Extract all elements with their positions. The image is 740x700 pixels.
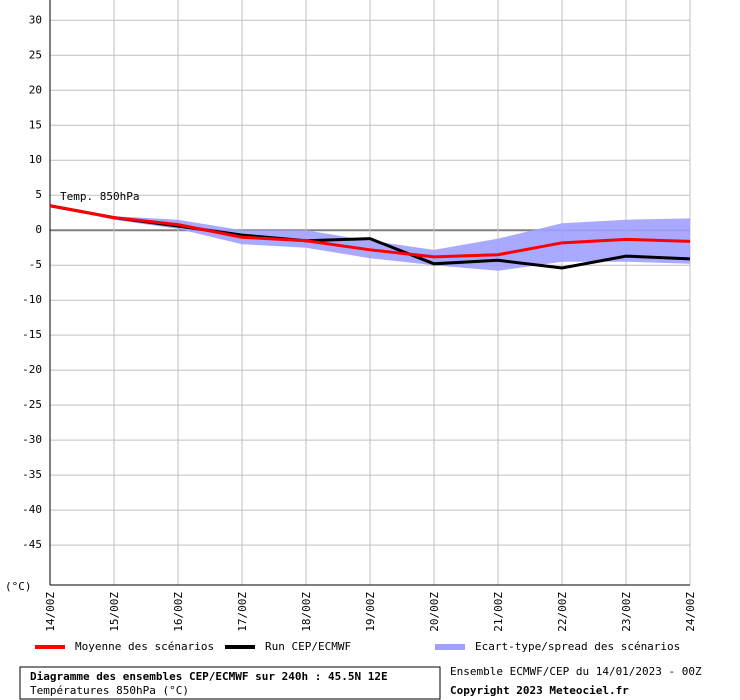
marks [49, 204, 691, 271]
footer-subtitle: Températures 850hPa (°C) [30, 684, 189, 697]
y-tick-label: 25 [29, 48, 42, 61]
y-unit: (°C) [5, 580, 32, 593]
y-tick-label: -40 [22, 503, 42, 516]
x-tick-label: 17/00Z [236, 592, 249, 632]
legend-label: Moyenne des scénarios [75, 640, 214, 653]
footer-box [19, 666, 441, 700]
series-line [49, 204, 691, 259]
legend-label: Ecart-type/spread des scénarios [475, 640, 680, 653]
y-tick-label: -35 [22, 468, 42, 481]
y-tick-label: 0 [35, 223, 42, 236]
grid [49, 0, 691, 586]
y-tick-label: 20 [29, 83, 42, 96]
footer-title: Diagramme des ensembles CEP/ECMWF sur 24… [30, 670, 388, 683]
x-tick-label: 23/00Z [620, 592, 633, 632]
y-tick-label: 15 [29, 118, 42, 131]
annotation: Temp. 850hPa [60, 190, 139, 203]
y-tick-label: -25 [22, 398, 42, 411]
y-tick-label: -15 [22, 328, 42, 341]
x-tick-label: 22/00Z [556, 592, 569, 632]
x-tick-label: 18/00Z [300, 592, 313, 632]
y-tick-label: 30 [29, 13, 42, 26]
y-tick-label: -5 [29, 258, 42, 271]
y-tick-label: -10 [22, 293, 42, 306]
x-tick-label: 15/00Z [108, 592, 121, 632]
y-tick-label: 5 [35, 188, 42, 201]
footer-run: Ensemble ECMWF/CEP du 14/01/2023 - 00Z [450, 665, 702, 678]
legend-label: Run CEP/ECMWF [265, 640, 351, 653]
y-tick-label: -30 [22, 433, 42, 446]
x-tick-label: 14/00Z [44, 592, 57, 632]
y-tick-label: 10 [29, 153, 42, 166]
spread-band [50, 205, 690, 271]
x-tick-label: 24/00Z [684, 592, 697, 632]
y-tick-label: -45 [22, 538, 42, 551]
x-tick-label: 20/00Z [428, 592, 441, 632]
x-tick-label: 21/00Z [492, 592, 505, 632]
y-tick-label: -20 [22, 363, 42, 376]
footer-copyright: Copyright 2023 Meteociel.fr [450, 684, 629, 697]
x-tick-label: 19/00Z [364, 592, 377, 632]
x-tick-label: 16/00Z [172, 592, 185, 632]
